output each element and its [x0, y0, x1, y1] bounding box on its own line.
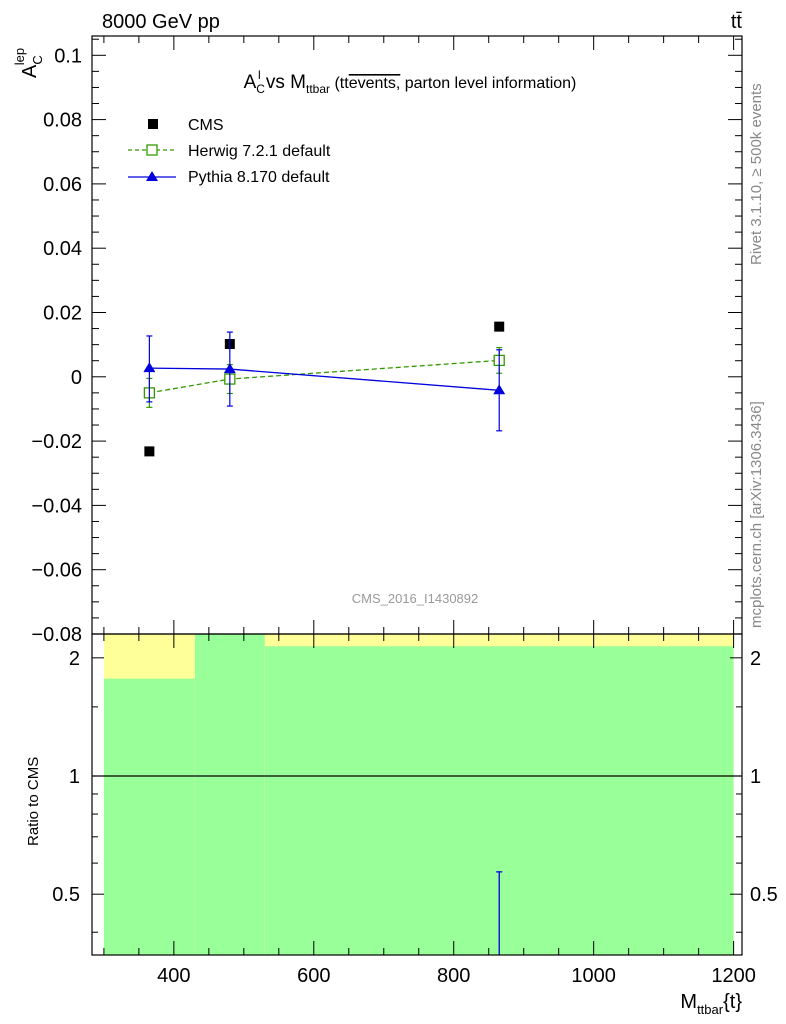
x-tick-label-1: 600: [297, 965, 330, 987]
legend-label-pythia: Pythia 8.170 default: [188, 169, 330, 186]
title-vs: vs M: [261, 72, 306, 93]
main-y-tick-label-4: 0.02: [43, 302, 82, 324]
ylabel-main: A: [19, 64, 41, 78]
x-tick-label-0: 400: [157, 965, 190, 987]
xlabel: Mttbar{t}: [680, 991, 742, 1017]
point-0-0: [144, 446, 155, 457]
plot-title: ACl vs Mttbar (ttevents, parton level in…: [244, 68, 577, 96]
ratio-panel: 2 2 1 1 0.5 0.5 400 600 800 1000 1200: [52, 633, 778, 987]
point-2-1: [223, 363, 236, 374]
legend-entry-cms: CMS: [148, 117, 224, 134]
legend-marker-pythia: [146, 171, 158, 181]
x-tick-label-4: 1200: [711, 965, 756, 987]
main-y-tick-label-7: −0.04: [31, 495, 82, 517]
main-y-tick-label-5: 0: [71, 367, 82, 389]
ratio-ylabel: Ratio to CMS: [25, 757, 42, 846]
ratio-y-tick-label-left-1: 1: [69, 766, 80, 788]
analysis-watermark: CMS_2016_I1430892: [352, 591, 479, 606]
legend-entry-herwig: Herwig 7.2.1 default: [128, 143, 331, 160]
series-line-2: [149, 367, 500, 391]
main-y-tick-label-9: −0.08: [31, 624, 82, 646]
main-panel: 0.1 0.08 0.06 0.04 0.02 0 −0.02 −0.04 −0.06 −0.08: [31, 35, 743, 646]
title-a-sub: C: [256, 82, 265, 96]
title-overline: events,: [349, 75, 401, 92]
ratio-y-tick-label-left-2: 0.5: [52, 884, 80, 906]
main-y-tick-label-8: −0.06: [31, 560, 82, 582]
x-tick-label-2: 800: [437, 965, 470, 987]
main-y-tick-label-6: −0.02: [31, 431, 82, 453]
xlabel-rest: {t}: [723, 991, 742, 1013]
main-ylabel: AClep: [12, 48, 45, 78]
ratio-band-green-1: [194, 634, 265, 955]
main-y-tick-label-3: 0.04: [43, 238, 82, 260]
rivet-version-label: Rivet 3.1.10, ≥ 500k events: [748, 83, 765, 265]
title-paren: (tt: [330, 75, 349, 92]
main-y-tick-label-1: 0.08: [43, 110, 82, 132]
legend-label-herwig: Herwig 7.2.1 default: [188, 143, 331, 160]
title-rest: parton level information): [400, 75, 576, 92]
legend-label-cms: CMS: [188, 117, 224, 134]
ratio-y-tick-label-right-2: 0.5: [750, 884, 778, 906]
point-0-2: [494, 321, 505, 332]
main-y-tick-label-0: 0.1: [54, 45, 82, 67]
header-right-label: tt̄: [731, 11, 743, 33]
main-frame: [91, 35, 743, 635]
legend-entry-pythia: Pythia 8.170 default: [128, 169, 330, 186]
legend-marker-cms: [148, 119, 158, 129]
ratio-y-tick-label-right-1: 1: [750, 766, 761, 788]
title-m-sub: ttbar: [306, 82, 330, 96]
ylabel-sub: C: [30, 55, 45, 64]
legend: CMS Herwig 7.2.1 default Pythia 8.170 de…: [128, 117, 331, 186]
point-2-2: [493, 384, 506, 395]
ratio-y-tick-label-left-0: 2: [69, 648, 80, 670]
ratio-y-tick-label-right-0: 2: [750, 648, 761, 670]
main-y-tick-label-2: 0.06: [43, 174, 82, 196]
xlabel-main: M: [680, 991, 697, 1013]
ylabel-sup: lep: [12, 48, 27, 65]
x-tick-label-3: 1000: [571, 965, 616, 987]
mcplots-reference-label: mcplots.cern.ch [arXiv:1306.3436]: [748, 401, 765, 628]
point-2-0: [143, 362, 156, 373]
xlabel-sub: ttbar: [697, 1002, 724, 1017]
title-a: A: [244, 72, 257, 93]
legend-marker-herwig: [146, 144, 158, 156]
header-left-label: 8000 GeV pp: [102, 11, 220, 33]
title-a-sup: l: [258, 68, 261, 82]
ratio-band-green-0: [103, 678, 195, 955]
